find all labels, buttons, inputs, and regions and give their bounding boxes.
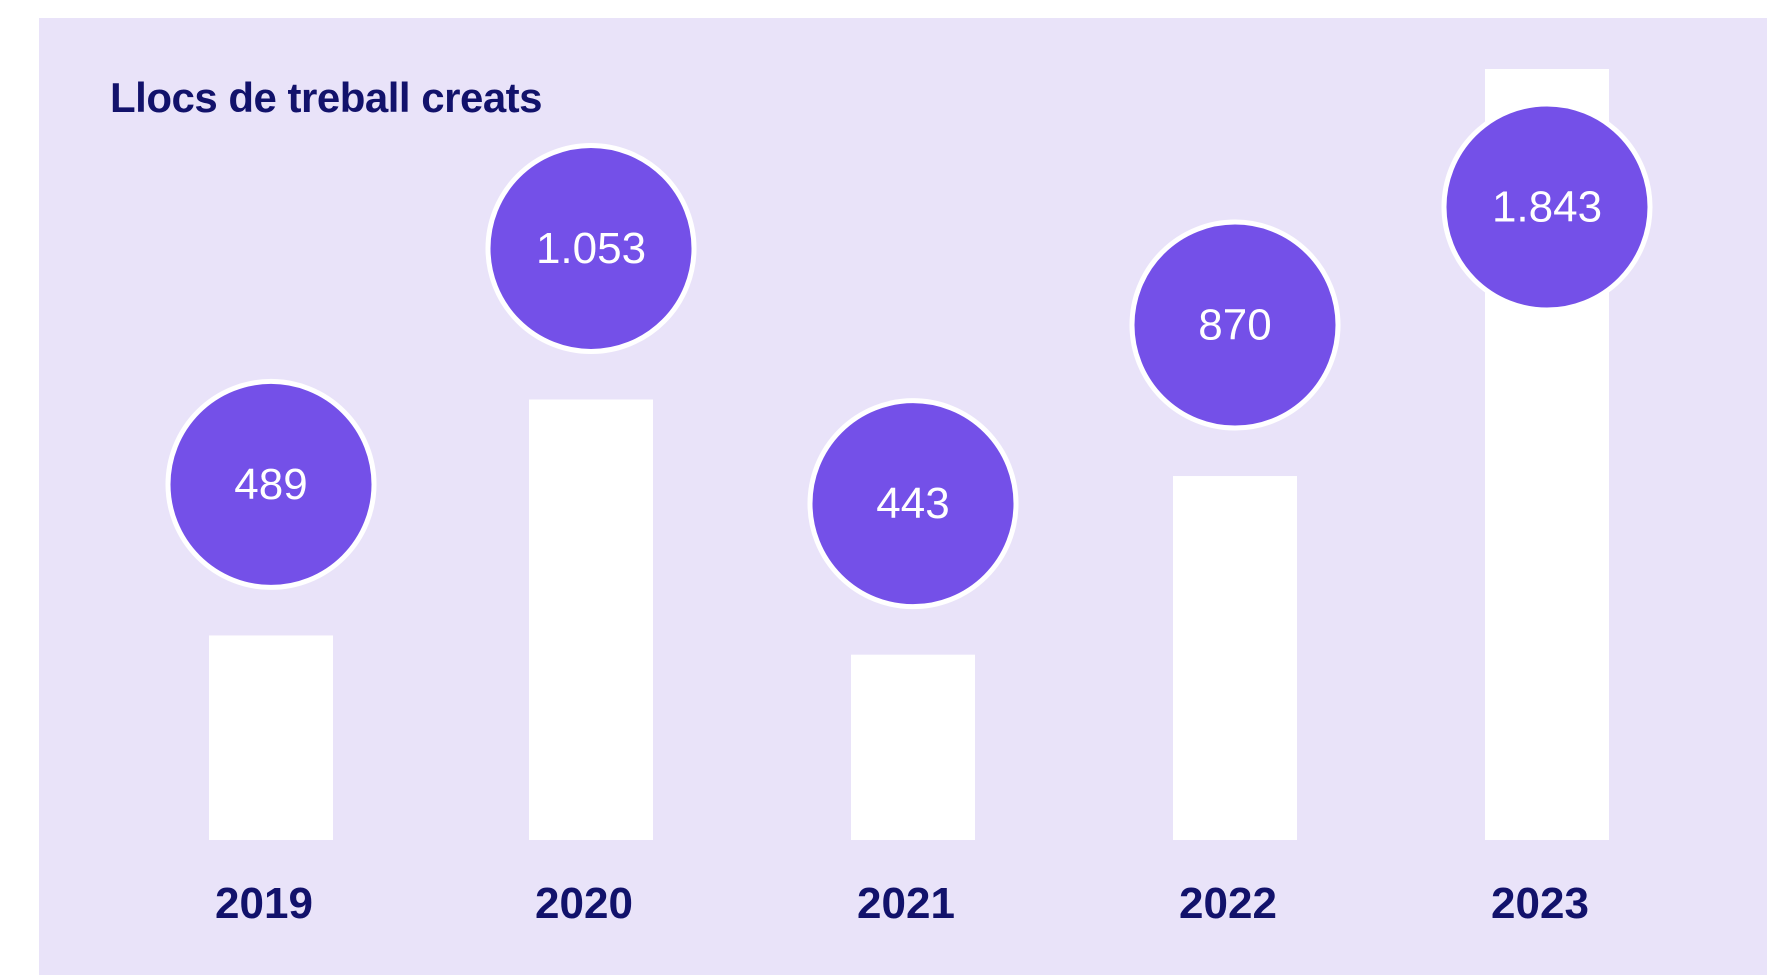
x-tick-2019: 2019	[215, 879, 313, 928]
x-tick-2021: 2021	[857, 879, 955, 928]
value-bubble-2020	[485, 142, 697, 354]
value-bubble-2022	[1129, 219, 1341, 431]
bar-2019	[209, 635, 333, 840]
value-bubble-2021	[807, 398, 1019, 610]
bar-2020	[529, 399, 653, 840]
value-bubble-2019	[165, 378, 377, 590]
data-labels-layer: 489 1.053 443 870 1.843	[165, 101, 1653, 610]
x-axis-ticks: 2019 2020 2021 2022 2023	[215, 879, 1589, 928]
data-label-2022: 870	[1198, 301, 1271, 350]
x-tick-2022: 2022	[1179, 879, 1277, 928]
x-tick-2020: 2020	[535, 879, 633, 928]
bar-2022	[1173, 476, 1297, 840]
data-label-2021: 443	[876, 479, 949, 528]
x-tick-2023: 2023	[1491, 879, 1589, 928]
data-label-2020: 1.053	[536, 224, 646, 273]
bar-2021	[851, 654, 975, 840]
data-label-2023: 1.843	[1492, 183, 1602, 232]
data-label-2019: 489	[234, 460, 307, 509]
chart-title: Llocs de treball creats	[110, 74, 543, 121]
value-bubble-2023	[1441, 101, 1653, 313]
